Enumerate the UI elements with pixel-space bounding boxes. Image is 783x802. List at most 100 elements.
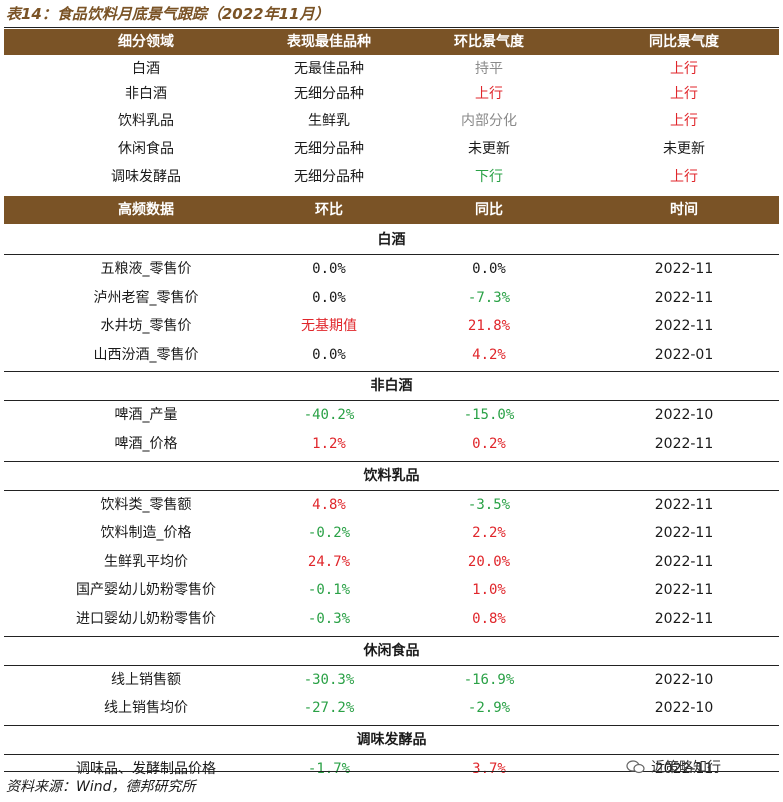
table-title: 表14：食品饮料月底景气跟踪（2022年11月） [6, 5, 330, 23]
source-note: 资料来源：Wind，德邦研究所 [6, 779, 196, 795]
mom-cell: -27.2% [303, 700, 355, 717]
top-table-row: 非白酒 无细分品种 上行 上行 [4, 83, 779, 105]
item-cell: 饮料类_零售额 [100, 496, 192, 513]
segment-cell: 饮料乳品 [118, 113, 174, 129]
yoy-cell: 3.7% [472, 760, 506, 777]
mom-cell: 0.0% [312, 289, 346, 306]
section-divider [4, 254, 779, 255]
table-row: 进口婴幼儿奶粉零售价 -0.3% 0.8% 2022-11 [4, 605, 779, 634]
header-item: 高频数据 [118, 202, 174, 218]
mom-cell: 上行 [475, 86, 503, 102]
yoy-cell: 0.2% [472, 436, 506, 452]
yoy-cell: 上行 [670, 86, 698, 102]
date-cell: 2022-11 [654, 553, 714, 570]
watermark-text: 近策略知行 [651, 760, 721, 776]
item-cell: 调味品、发酵制品价格 [76, 760, 216, 777]
date-cell: 2022-10 [654, 700, 714, 717]
mom-cell: 下行 [475, 169, 503, 185]
top-table-row: 休闲食品 无细分品种 未更新 未更新 [4, 138, 779, 160]
yoy-cell: -16.9% [463, 671, 515, 688]
date-cell: 2022-11 [654, 496, 714, 513]
date-cell: 2022-10 [654, 671, 714, 688]
table-row: 饮料类_零售额 4.8% -3.5% 2022-11 [4, 491, 779, 520]
item-cell: 啤酒_价格 [114, 436, 178, 452]
date-cell: 2022-11 [654, 760, 714, 777]
hf-table-header: 高频数据 环比 同比 时间 [4, 196, 779, 224]
table-row: 啤酒_产量 -40.2% -15.0% 2022-10 [4, 401, 779, 430]
top-table-row: 调味发酵品 无细分品种 下行 上行 [4, 166, 779, 188]
date-cell: 2022-11 [654, 261, 714, 277]
table-row: 山西汾酒_零售价 0.0% 4.2% 2022-01 [4, 341, 779, 370]
header-mom: 环比景气度 [454, 34, 524, 50]
section-divider [4, 489, 779, 491]
best-cell: 无细分品种 [294, 169, 364, 185]
date-cell: 2022-11 [654, 582, 714, 599]
mom-cell: -30.3% [303, 671, 355, 688]
segment-cell: 调味发酵品 [111, 169, 181, 185]
header-date: 时间 [670, 202, 698, 218]
section-divider [4, 664, 779, 666]
table-row: 水井坊_零售价 无基期值 21.8% 2022-11 [4, 312, 779, 341]
mom-cell: 未更新 [468, 141, 510, 157]
date-cell: 2022-11 [654, 611, 714, 627]
segment-cell: 非白酒 [125, 86, 167, 102]
yoy-cell: -7.3% [467, 289, 511, 306]
best-cell: 无细分品种 [294, 86, 364, 102]
mom-cell: -0.1% [307, 582, 351, 599]
yoy-cell: 20.0% [467, 553, 511, 570]
mom-cell: 24.7% [307, 553, 351, 570]
best-cell: 生鲜乳 [308, 113, 350, 129]
best-cell: 无最佳品种 [294, 61, 364, 77]
date-cell: 2022-01 [654, 346, 714, 363]
item-cell: 五粮液_零售价 [100, 261, 192, 277]
top-table-row: 饮料乳品 生鲜乳 内部分化 上行 [4, 110, 779, 132]
header-yoy: 同比景气度 [649, 34, 719, 50]
table-row: 五粮液_零售价 0.0% 0.0% 2022-11 [4, 255, 779, 284]
table-row: 饮料制造_价格 -0.2% 2.2% 2022-11 [4, 519, 779, 548]
yoy-cell: 0.8% [472, 611, 506, 627]
mom-cell: 持平 [475, 61, 503, 77]
table-row: 线上销售额 -30.3% -16.9% 2022-10 [4, 666, 779, 695]
table-row: 生鲜乳平均价 24.7% 20.0% 2022-11 [4, 548, 779, 577]
section-divider [4, 635, 779, 637]
section-heading: 非白酒 [370, 378, 413, 395]
table-row: 泸州老窖_零售价 0.0% -7.3% 2022-11 [4, 284, 779, 313]
segment-cell: 休闲食品 [118, 141, 174, 157]
yoy-cell: 上行 [670, 169, 698, 185]
item-cell: 水井坊_零售价 [100, 318, 192, 335]
date-cell: 2022-11 [654, 318, 714, 335]
section-divider [4, 460, 779, 462]
section-heading: 休闲食品 [363, 642, 420, 659]
mom-cell: 1.2% [312, 436, 346, 452]
table-row: 调味品、发酵制品价格 -1.7% 3.7% 2022-11 [4, 755, 779, 784]
mom-cell: 4.8% [312, 496, 346, 513]
date-cell: 2022-10 [654, 407, 714, 424]
item-cell: 进口婴幼儿奶粉零售价 [76, 611, 216, 627]
yoy-cell: -15.0% [463, 407, 515, 424]
mom-cell: -1.7% [307, 760, 351, 777]
yoy-cell: 上行 [670, 113, 698, 129]
wechat-icon [626, 760, 645, 774]
item-cell: 啤酒_产量 [114, 407, 178, 424]
top-rule [4, 27, 779, 28]
section-divider [4, 753, 779, 755]
header-hf-yoy: 同比 [475, 202, 503, 218]
mom-cell: -40.2% [303, 407, 355, 424]
item-cell: 饮料制造_价格 [100, 525, 192, 542]
item-cell: 山西汾酒_零售价 [93, 346, 199, 363]
mom-cell: 无基期值 [301, 318, 357, 335]
yoy-cell: 0.0% [472, 261, 506, 277]
top-table-row: 白酒 无最佳品种 持平 上行 [4, 58, 779, 80]
yoy-cell: 上行 [670, 61, 698, 77]
best-cell: 无细分品种 [294, 141, 364, 157]
section-heading: 调味发酵品 [356, 731, 427, 748]
yoy-cell: 21.8% [467, 318, 511, 335]
mom-cell: 内部分化 [461, 113, 517, 129]
item-cell: 线上销售均价 [104, 700, 188, 717]
top-table-header: 细分领域 表现最佳品种 环比景气度 同比景气度 [4, 29, 779, 55]
item-cell: 线上销售额 [111, 671, 181, 688]
header-best: 表现最佳品种 [287, 34, 371, 50]
table-row: 啤酒_价格 1.2% 0.2% 2022-11 [4, 430, 779, 459]
table-row: 国产婴幼儿奶粉零售价 -0.1% 1.0% 2022-11 [4, 576, 779, 605]
yoy-cell: -3.5% [467, 496, 511, 513]
